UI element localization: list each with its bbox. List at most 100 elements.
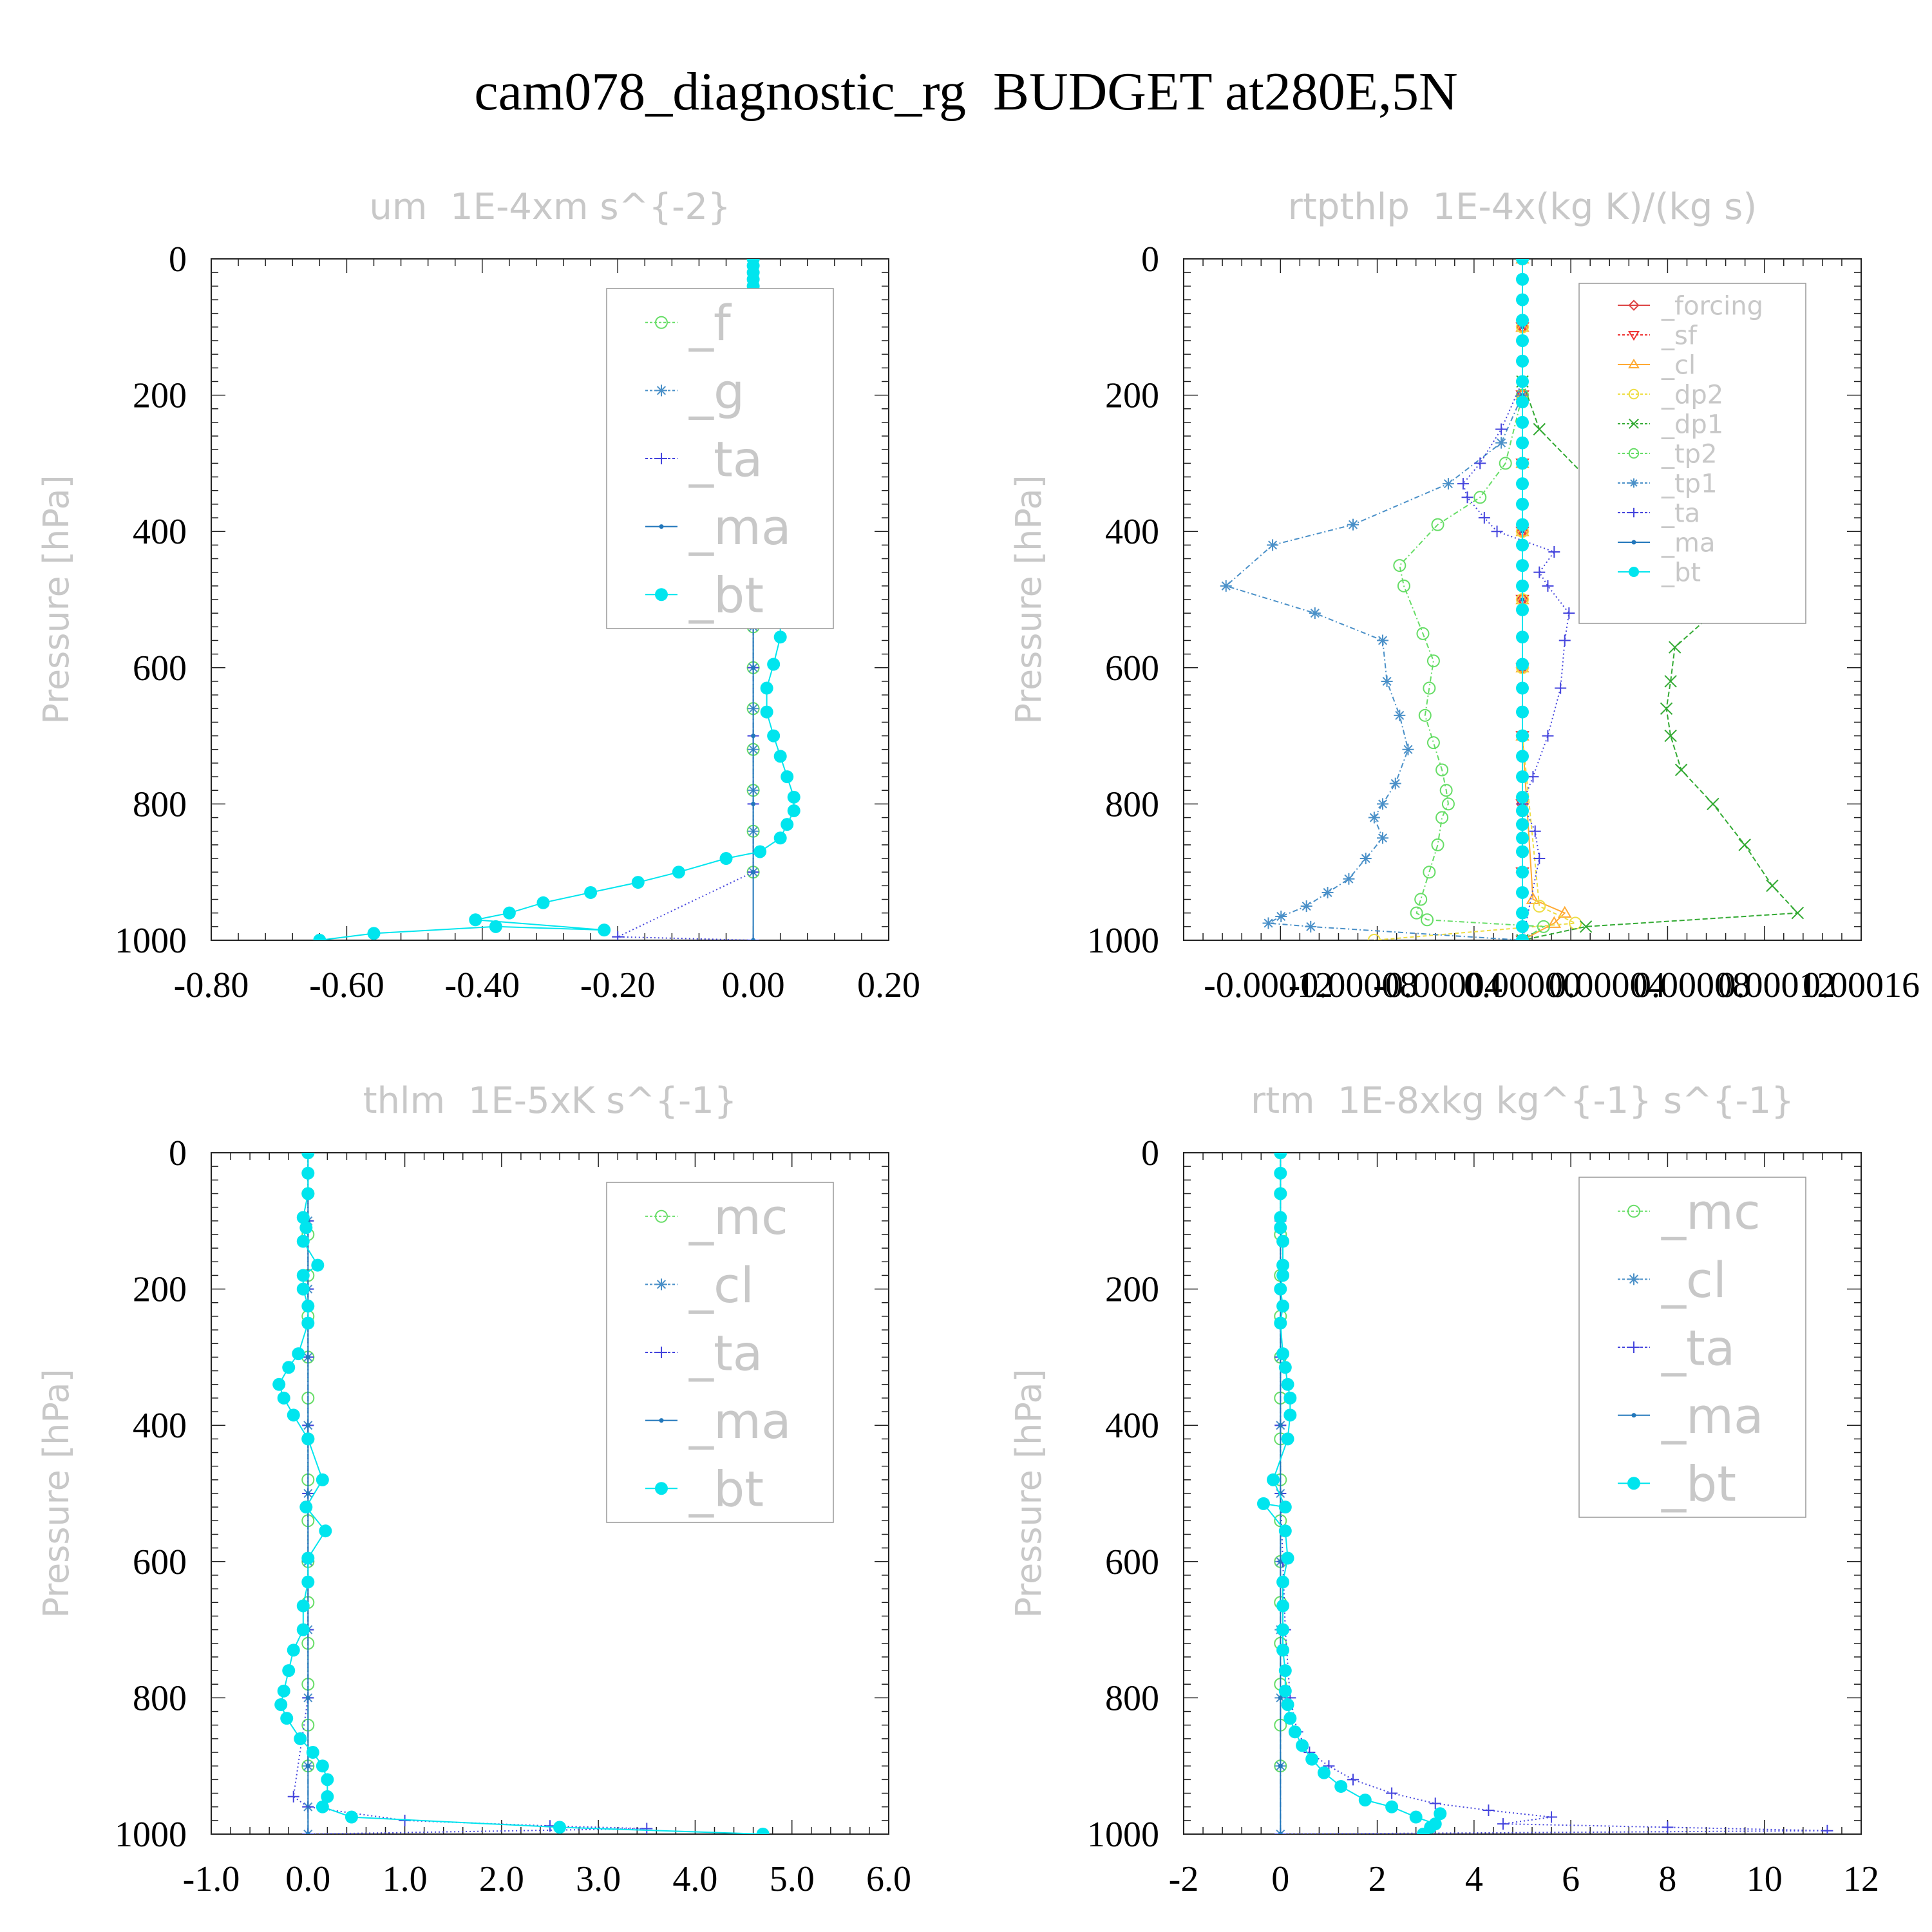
data-point-ta	[1542, 580, 1554, 592]
data-point-bt	[1281, 1378, 1294, 1391]
data-point-bt	[282, 1664, 296, 1678]
data-point-bt	[301, 1551, 315, 1565]
data-point-bt	[1276, 1269, 1290, 1282]
data-point-bt	[1274, 1166, 1287, 1180]
data-point-bt	[280, 1712, 294, 1725]
data-point-bt	[1516, 354, 1529, 368]
data-point-ta	[1478, 512, 1490, 524]
data-point-bt	[767, 729, 781, 743]
data-point-bt	[1516, 477, 1529, 491]
data-point-dp1	[1738, 838, 1751, 851]
data-point-bt	[781, 818, 794, 831]
data-point-bt	[311, 1258, 325, 1272]
data-point-dp1	[1766, 879, 1779, 893]
legend-marker	[1628, 358, 1640, 369]
data-point-ma	[1278, 1423, 1283, 1428]
data-point-bt	[1281, 1432, 1294, 1446]
x-tick-label: 0.0	[285, 1859, 330, 1899]
x-tick-label: 0.00	[722, 965, 785, 1005]
data-point-tp2	[1441, 797, 1455, 811]
x-tick-label: -1.0	[183, 1859, 240, 1899]
data-point-bt	[1516, 375, 1529, 388]
data-point-cl	[1526, 892, 1540, 904]
panel-title: um 1E-4xm s^{-2}	[369, 186, 730, 228]
data-point-bt	[1278, 1684, 1292, 1698]
chart-panels: um 1E-4xm s^{-2}Pressure [hPa]0200400600…	[36, 186, 1920, 1899]
x-tick-label: 0.00016	[1803, 965, 1920, 1005]
legend-marker	[655, 1209, 668, 1223]
data-point-bt	[301, 1432, 315, 1446]
data-point-ta	[1533, 566, 1546, 578]
y-tick-label: 0	[169, 240, 187, 279]
x-tick-label: 0.00012	[1718, 965, 1835, 1005]
legend-label: _bt	[688, 1461, 764, 1518]
data-point-bt	[672, 866, 685, 879]
data-point-ta	[1461, 491, 1473, 504]
data-point-bt	[1276, 1347, 1290, 1361]
series-group	[1256, 1153, 1833, 1834]
legend-label: _mc	[688, 1188, 788, 1245]
y-tick-label: 400	[1105, 1406, 1159, 1446]
y-tick-label: 1000	[1087, 921, 1159, 961]
data-point-tp1	[1377, 832, 1389, 844]
data-point-bt	[1385, 1800, 1399, 1814]
chart-panel-4: rtm 1E-8xkg kg^{-1} s^{-1} Pressure [hPa]…	[1009, 1080, 1879, 1899]
data-point-bt	[1278, 1501, 1292, 1514]
legend-marker	[1628, 299, 1640, 311]
data-point-bt	[1516, 818, 1529, 831]
data-point-bt	[1267, 1473, 1280, 1486]
data-point-bt	[753, 845, 767, 858]
chart-panel-1: um 1E-4xm s^{-2} Pressure [hPa] 0 200 400 600…	[36, 186, 920, 1005]
chart-panel-2: rtpthlp 1E-4x(kg K)/(kg s) Pressure [hPa]…	[1009, 186, 1920, 1005]
data-point-bt	[536, 896, 550, 909]
x-tick-label: -0.00012	[1204, 965, 1333, 1005]
data-point-ta	[1457, 478, 1469, 490]
data-point-ta	[1482, 1804, 1495, 1816]
data-point-bt	[553, 1821, 567, 1834]
data-point-bt	[277, 1684, 290, 1698]
data-point-ma	[1278, 1763, 1283, 1768]
data-point-bt	[1274, 1316, 1287, 1330]
data-point-ma	[751, 801, 756, 806]
data-point-bt	[1416, 1828, 1430, 1834]
data-point-tp1	[1442, 478, 1454, 490]
data-point-tp2	[1473, 491, 1487, 504]
data-point-bt	[301, 1575, 315, 1589]
data-point-bt	[313, 934, 327, 940]
data-point-tp2	[1423, 866, 1436, 879]
data-point-ma	[305, 1832, 310, 1834]
data-point-bt	[296, 1269, 310, 1282]
legend-marker	[1629, 507, 1639, 518]
legend-label: _g	[688, 363, 744, 420]
legend-label: _ta	[1661, 1319, 1735, 1376]
data-point-ta	[1555, 682, 1567, 694]
data-point-bt	[1516, 804, 1529, 817]
x-tick-label: 4.0	[672, 1859, 717, 1899]
data-point-bt	[1296, 1739, 1309, 1752]
data-point-bt	[282, 1361, 296, 1374]
data-point-bt	[296, 1623, 310, 1636]
data-point-tp2	[1431, 518, 1444, 531]
data-point-dp2	[1367, 934, 1381, 940]
data-point-bt	[321, 1773, 334, 1786]
data-point-bt	[277, 1391, 290, 1405]
y-tick-label: 0	[1141, 240, 1159, 279]
data-point-tp2	[1431, 838, 1444, 851]
data-point-bt	[1281, 1698, 1294, 1711]
data-point-dp2	[1533, 900, 1546, 913]
data-point-ta	[1491, 526, 1503, 538]
legend-label: _bt	[688, 567, 764, 624]
legend-marker	[1628, 1341, 1640, 1353]
data-point-tp1	[1347, 518, 1359, 531]
data-point-bt	[345, 1810, 358, 1824]
data-point-bt	[773, 630, 787, 644]
y-tick-label: 0	[169, 1133, 187, 1173]
data-point-bt	[1283, 1712, 1297, 1725]
legend-marker	[1627, 1477, 1640, 1490]
series-group	[1220, 259, 1804, 940]
data-point-ta	[1474, 457, 1486, 469]
data-point-bt	[1276, 1643, 1290, 1657]
y-tick-label: 400	[1105, 512, 1159, 552]
legend-marker	[1628, 1273, 1640, 1285]
panel-title: rtm 1E-8xkg kg^{-1} s^{-1}	[1251, 1080, 1794, 1122]
